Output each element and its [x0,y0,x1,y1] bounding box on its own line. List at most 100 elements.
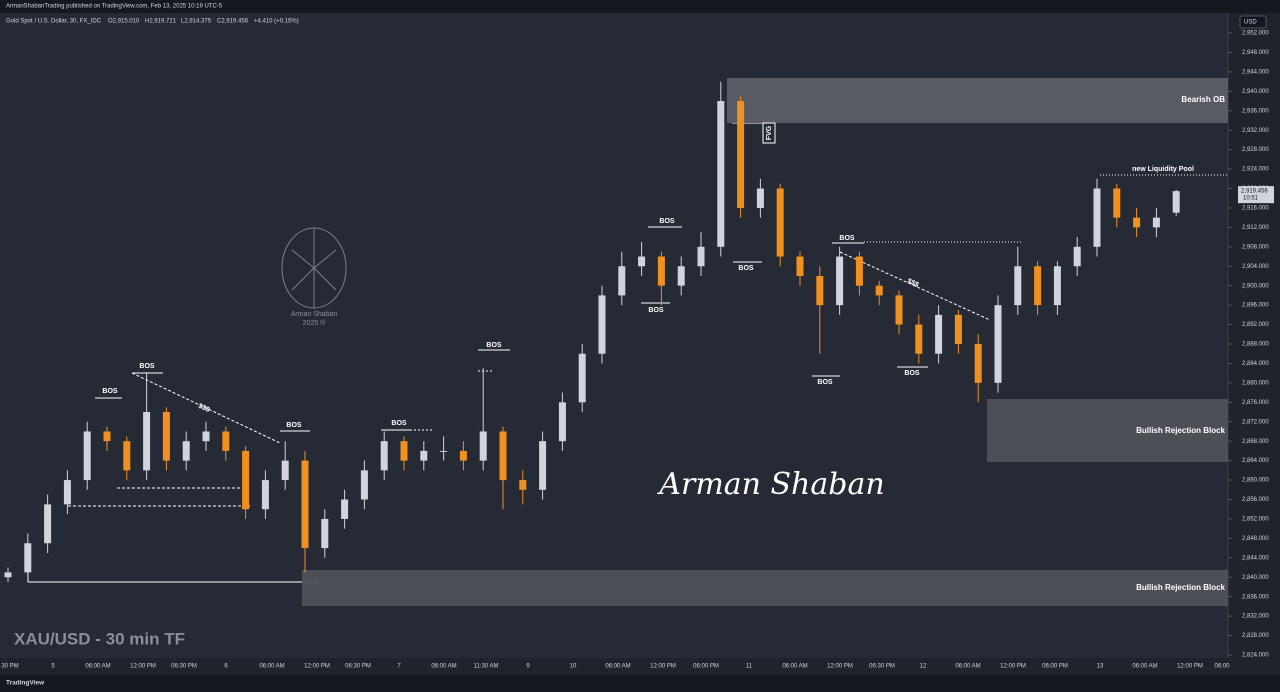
candle-body [479,431,487,461]
x-tick-label: 12:00 PM [650,664,676,670]
candle-body [281,460,289,481]
candle-body [459,450,467,461]
x-tick-label: 06:30 PM [171,664,197,670]
x-tick-label: 06:00 [1214,664,1230,670]
y-tick-label: 2,872.000 [1242,419,1269,425]
y-tick-label: 2,912.000 [1242,225,1269,231]
candle-body [895,295,903,325]
candle-body [1014,266,1022,306]
x-tick-label: 06:00 AM [259,664,284,670]
candle-body [202,431,210,442]
zone-label: Bullish Rejection Block [1136,583,1225,592]
y-tick-label: 2,864.000 [1242,458,1269,464]
y-tick-label: 2,952.000 [1242,31,1269,37]
plot: BOS BOS BOS BOS BOS BOS BOS BOS BOS BOS BOS $$$ $$$ F… [4,81,1194,583]
y-tick-label: 2,868.000 [1242,439,1269,445]
chart-title: XAU/USD - 30 min TF [14,629,185,648]
annotation: BOS [817,379,833,386]
brand: TradingView [6,680,45,687]
x-tick-label: 06:30 PM [345,664,371,670]
ohlc-high: H2,919.721 [145,19,177,25]
candle-body [24,543,32,573]
candle-body [618,266,626,296]
x-tick-label: 6 [224,664,228,670]
annotation: $$$ [197,403,211,414]
candle-body [341,499,349,519]
watermark-year: 2025 ® [303,319,327,327]
candle-body [440,450,448,452]
x-tick-label: 9 [526,664,530,670]
x-tick-label: 12:00 PM [1177,664,1203,670]
annotation: $$$ [906,278,920,289]
annotation: new Liquidity Pool [1132,166,1194,173]
currency-box [1239,15,1267,29]
y-tick-label: 2,828.000 [1242,633,1269,639]
x-tick-label: 30 PM [1,664,18,670]
candle-body [697,246,705,267]
zone [987,399,1228,462]
candle-body [598,295,606,354]
y-tick-label: 2,900.000 [1242,283,1269,289]
annotation: BOS [391,420,407,427]
candle-body [1172,191,1180,213]
x-tick-label: 12:00 PM [130,664,156,670]
y-tick-label: 2,876.000 [1242,400,1269,406]
annotation: BOS [904,370,920,377]
candle-body [677,266,685,286]
candle-body [519,480,527,490]
y-tick-label: 2,908.000 [1242,244,1269,250]
candle-body [836,256,844,306]
x-tick-label: 06:00 AM [782,664,807,670]
candle-body [420,450,428,461]
x-tick-label: 06:00 PM [693,664,719,670]
candle-body [499,431,507,481]
annotation: BOS [839,235,855,242]
price-axis [1228,13,1280,658]
candle-body [717,101,725,247]
x-tick-label: 06:00 AM [431,664,456,670]
candle-body [796,256,804,276]
x-tick-label: 7 [397,664,401,670]
y-tick-label: 2,892.000 [1242,322,1269,328]
candle-body [776,188,784,257]
ohlc-change: +4.410 (+0.15%) [254,19,299,25]
candle-body [974,344,982,383]
annotation: BOS [648,307,664,314]
candle-body [816,275,824,306]
candle-body [360,470,368,500]
x-tick-label: 06:00 AM [605,664,630,670]
candle-body [855,256,863,286]
y-tick-label: 2,924.000 [1242,167,1269,173]
candle-body [1152,217,1160,228]
candle-body [44,504,52,544]
candle-body [321,518,329,549]
annotation: BOS [139,363,155,370]
candle-body [143,412,151,471]
last-price-box [1238,186,1274,204]
y-tick-label: 2,836.000 [1242,594,1269,600]
candle-body [1133,217,1141,228]
symbol: Gold Spot / U.S. Dollar, 30, FX_IDC [6,19,102,25]
publisher: ArmanShabanTrading published on TradingV… [6,4,223,10]
countdown: 10:51 [1243,196,1259,202]
zone [727,78,1228,123]
y-tick-label: 2,944.000 [1242,69,1269,75]
annotation: BOS [102,388,118,395]
candle-body [103,431,111,442]
last-price: 2,919.456 [1241,189,1268,195]
watermark-logo-lines [291,228,337,308]
annotation: FVG [766,125,773,140]
y-tick-label: 2,852.000 [1242,517,1269,523]
candle-body [756,188,764,208]
candle-body [954,314,962,344]
candle-body [578,353,586,403]
candle-body [123,441,131,471]
y-tick-label: 2,848.000 [1242,536,1269,542]
x-tick-label: 06:00 AM [85,664,110,670]
y-tick-label: 2,936.000 [1242,108,1269,114]
fvg-box [762,122,776,144]
x-tick-label: 11:30 AM [474,664,499,670]
signature: Arman Shaban [656,467,884,502]
zone [302,570,1228,606]
